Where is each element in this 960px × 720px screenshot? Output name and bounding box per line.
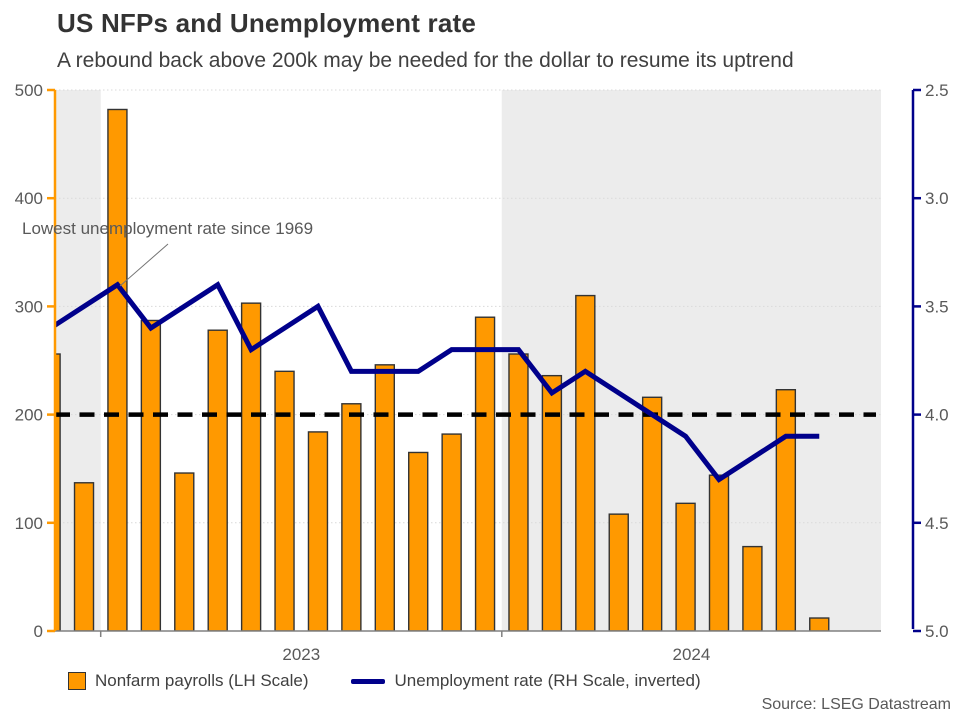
nfp-bar xyxy=(341,403,362,631)
nfp-bar xyxy=(207,329,228,631)
nfp-bar xyxy=(55,353,61,631)
nfp-bar xyxy=(174,472,195,631)
chart-subtitle: A rebound back above 200k may be needed … xyxy=(57,49,794,72)
nfp-bar xyxy=(809,617,830,631)
nfp-bar xyxy=(408,451,429,631)
left-axis-tick-label: 400 xyxy=(15,189,43,208)
legend-line-swatch-icon xyxy=(350,678,385,684)
right-axis-tick-label: 4.0 xyxy=(925,406,949,425)
nfp-bar xyxy=(474,316,496,631)
left-axis-tick-label: 300 xyxy=(15,297,43,316)
legend-bar-label: Nonfarm payrolls (LH Scale) xyxy=(95,671,309,690)
nfp-bar xyxy=(675,502,696,631)
right-axis-tick-label: 2.5 xyxy=(925,81,949,100)
nfp-bar xyxy=(708,474,730,631)
nfp-bar xyxy=(73,482,95,631)
right-axis-tick-label: 3.5 xyxy=(925,297,949,316)
nfp-bar xyxy=(575,294,596,631)
nfp-bar xyxy=(641,396,663,631)
left-axis-tick-label: 100 xyxy=(15,514,43,533)
source-credit: Source: LSEG Datastream xyxy=(761,696,951,713)
right-axis-tick-label: 5.0 xyxy=(925,622,949,641)
nfp-bar xyxy=(775,389,797,631)
unemployment-line xyxy=(55,281,820,483)
nfp-bar xyxy=(742,545,763,631)
left-axis-tick-label: 0 xyxy=(34,622,43,641)
nfp-bar xyxy=(508,353,529,631)
annotation-label: Lowest unemployment rate since 1969 xyxy=(22,219,314,238)
legend-line-label: Unemployment rate (RH Scale, inverted) xyxy=(394,671,701,690)
nfp-bar xyxy=(140,319,162,631)
right-axis-tick-label: 4.5 xyxy=(925,514,949,533)
left-axis-tick-label: 500 xyxy=(15,81,43,100)
nfp-bar xyxy=(441,433,462,631)
legend-bar-swatch-icon xyxy=(68,672,86,690)
x-axis-year-label: 2023 xyxy=(282,645,320,664)
nfp-bar xyxy=(541,374,563,631)
chart-title: US NFPs and Unemployment rate xyxy=(57,8,476,38)
x-axis-year-label: 2024 xyxy=(672,645,710,664)
nfp-bar xyxy=(107,108,128,631)
left-axis-tick-label: 200 xyxy=(15,406,43,425)
annotation-pointer-line xyxy=(119,243,169,287)
nfp-bar xyxy=(307,431,329,631)
nfp-bar xyxy=(608,513,629,631)
nfp-bar xyxy=(274,370,295,631)
nfp-bar xyxy=(240,302,262,631)
legend: Nonfarm payrolls (LH Scale) Unemployment… xyxy=(68,670,701,692)
nfp-bar xyxy=(374,364,395,631)
right-axis-tick-label: 3.0 xyxy=(925,189,949,208)
